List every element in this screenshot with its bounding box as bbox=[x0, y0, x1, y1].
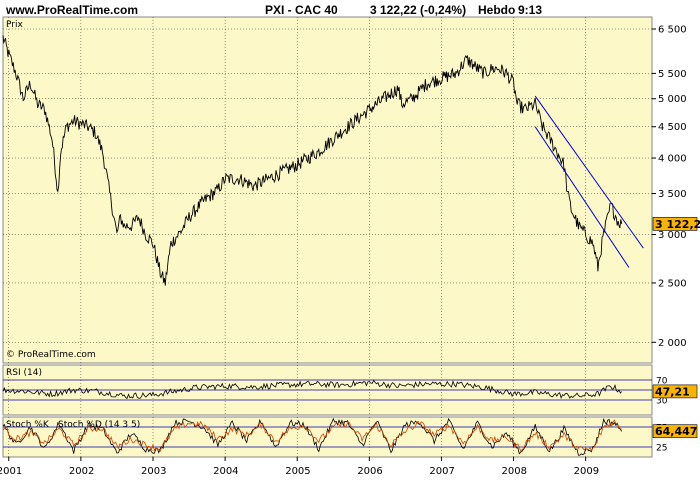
x-tick-label: 2002 bbox=[69, 466, 94, 477]
x-tick-label: 2003 bbox=[141, 466, 166, 477]
x-tick-label: 2009 bbox=[574, 466, 599, 477]
time-label: 9:13 bbox=[518, 3, 542, 17]
x-tick-label: 2001 bbox=[0, 466, 22, 477]
stoch-d-series-line bbox=[2, 419, 622, 453]
indicator-level-label: 25 bbox=[656, 444, 667, 454]
watermark: © ProRealTime.com bbox=[6, 350, 96, 360]
y-tick-label: 4 000 bbox=[658, 154, 687, 165]
instrument-name: PXI - CAC 40 bbox=[265, 3, 338, 17]
trend-line bbox=[534, 126, 630, 268]
value-badges: 3 122,22 47,21 64,447 bbox=[652, 217, 700, 439]
site-title: www.ProRealTime.com bbox=[5, 3, 138, 17]
trend-line bbox=[534, 95, 644, 249]
x-tick-label: 2006 bbox=[357, 466, 382, 477]
x-tick-label: 2005 bbox=[285, 466, 310, 477]
current-price: 3 122,22 (-0,24%) bbox=[370, 3, 466, 17]
y-tick-label: 3 000 bbox=[658, 230, 687, 241]
last-price-badge-box bbox=[652, 217, 698, 231]
y-tick-label: 3 500 bbox=[658, 189, 687, 200]
series-lines bbox=[2, 35, 644, 456]
y-tick-label: 5 000 bbox=[658, 94, 687, 105]
period-label: Hebdo bbox=[478, 3, 515, 17]
rsi-series-line bbox=[2, 379, 623, 400]
y-tick-label: 2 000 bbox=[658, 338, 687, 349]
rsi-value-badge-box bbox=[652, 384, 698, 399]
y-tick-label: 5 500 bbox=[658, 69, 687, 80]
rsi-value-badge: 47,21 bbox=[655, 385, 690, 398]
price-panel bbox=[2, 16, 653, 364]
price-series-line bbox=[2, 35, 623, 286]
indicator-level-label: 30 bbox=[656, 397, 668, 407]
price-panel-label: Prix bbox=[6, 20, 23, 30]
indicator-level-label: 70 bbox=[656, 377, 668, 387]
stoch-value-badge: 64,447 bbox=[655, 425, 697, 438]
y-tick-label: 6 500 bbox=[658, 24, 687, 35]
tick-labels: 2001 2002 2003 2004 2005 2006 2007 2008 2009 2 00… bbox=[0, 24, 687, 477]
stoch-k-label: Stoch %K bbox=[6, 420, 50, 430]
x-tick-label: 2008 bbox=[502, 466, 527, 477]
x-tick-label: 2004 bbox=[213, 466, 238, 477]
x-tick-label: 2007 bbox=[429, 466, 454, 477]
stoch-value-badge-box bbox=[652, 424, 698, 439]
stoch-d-label: Stoch %D (14 3 5) bbox=[58, 420, 140, 430]
last-price-badge: 3 122,22 bbox=[655, 218, 700, 231]
y-tick-label: 2 500 bbox=[658, 278, 687, 289]
rsi-panel-label: RSI (14) bbox=[6, 368, 42, 378]
y-tick-label: 4 500 bbox=[658, 122, 687, 133]
